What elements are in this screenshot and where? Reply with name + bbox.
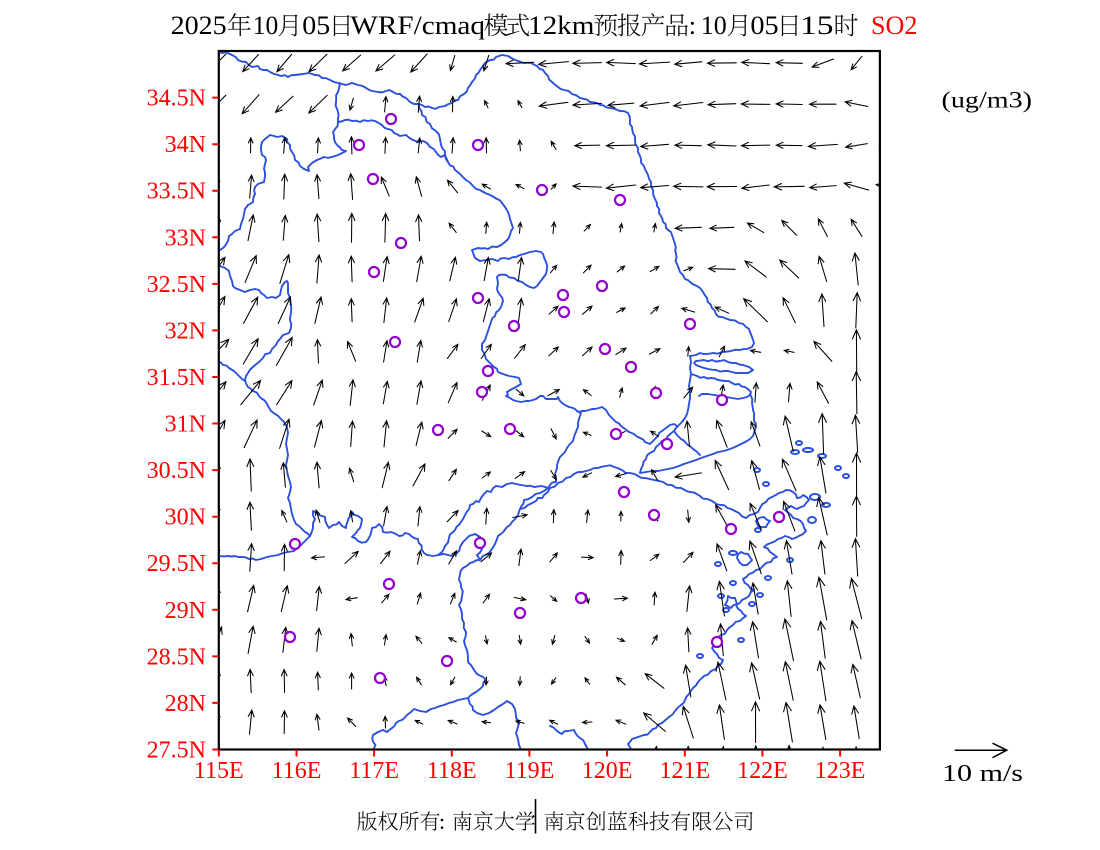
svg-text:120E: 120E — [582, 758, 633, 784]
svg-text:30.5N: 30.5N — [147, 458, 206, 484]
svg-text:116E: 116E — [272, 758, 322, 784]
svg-text:2025: 2025 — [171, 11, 227, 40]
svg-text:28N: 28N — [165, 691, 206, 717]
svg-text::: : — [439, 809, 445, 834]
svg-text:(ug/m3): (ug/m3) — [942, 88, 1033, 113]
svg-text:33.5N: 33.5N — [147, 179, 206, 205]
svg-text:30N: 30N — [165, 505, 206, 531]
svg-text:SO2: SO2 — [871, 11, 918, 40]
svg-text:28.5N: 28.5N — [147, 644, 206, 670]
svg-text::: : — [689, 11, 696, 40]
svg-text:10 m/s: 10 m/s — [942, 761, 1023, 787]
svg-text:05: 05 — [750, 11, 778, 40]
svg-text:118E: 118E — [427, 758, 477, 784]
svg-text:32N: 32N — [165, 318, 206, 344]
svg-text:15: 15 — [800, 11, 834, 40]
svg-text:34N: 34N — [165, 132, 206, 158]
svg-text:34.5N: 34.5N — [147, 86, 206, 112]
svg-text:10: 10 — [701, 11, 727, 40]
svg-text:119E: 119E — [505, 758, 555, 784]
svg-text:10: 10 — [253, 11, 278, 40]
svg-text:WRF/cmaq: WRF/cmaq — [350, 11, 485, 40]
svg-text:05: 05 — [302, 11, 330, 40]
svg-text:121E: 121E — [659, 758, 710, 784]
svg-text:12km: 12km — [528, 11, 594, 40]
svg-text:33N: 33N — [165, 225, 206, 251]
svg-text:115E: 115E — [194, 758, 244, 784]
svg-text:122E: 122E — [737, 758, 788, 784]
svg-text:29.5N: 29.5N — [147, 551, 206, 577]
svg-text:27.5N: 27.5N — [147, 738, 206, 764]
svg-text:29N: 29N — [165, 598, 206, 624]
svg-text:117E: 117E — [349, 758, 399, 784]
svg-text:123E: 123E — [815, 758, 866, 784]
svg-text:31.5N: 31.5N — [147, 365, 206, 391]
svg-text:32.5N: 32.5N — [147, 272, 206, 298]
svg-text:31N: 31N — [165, 412, 206, 438]
